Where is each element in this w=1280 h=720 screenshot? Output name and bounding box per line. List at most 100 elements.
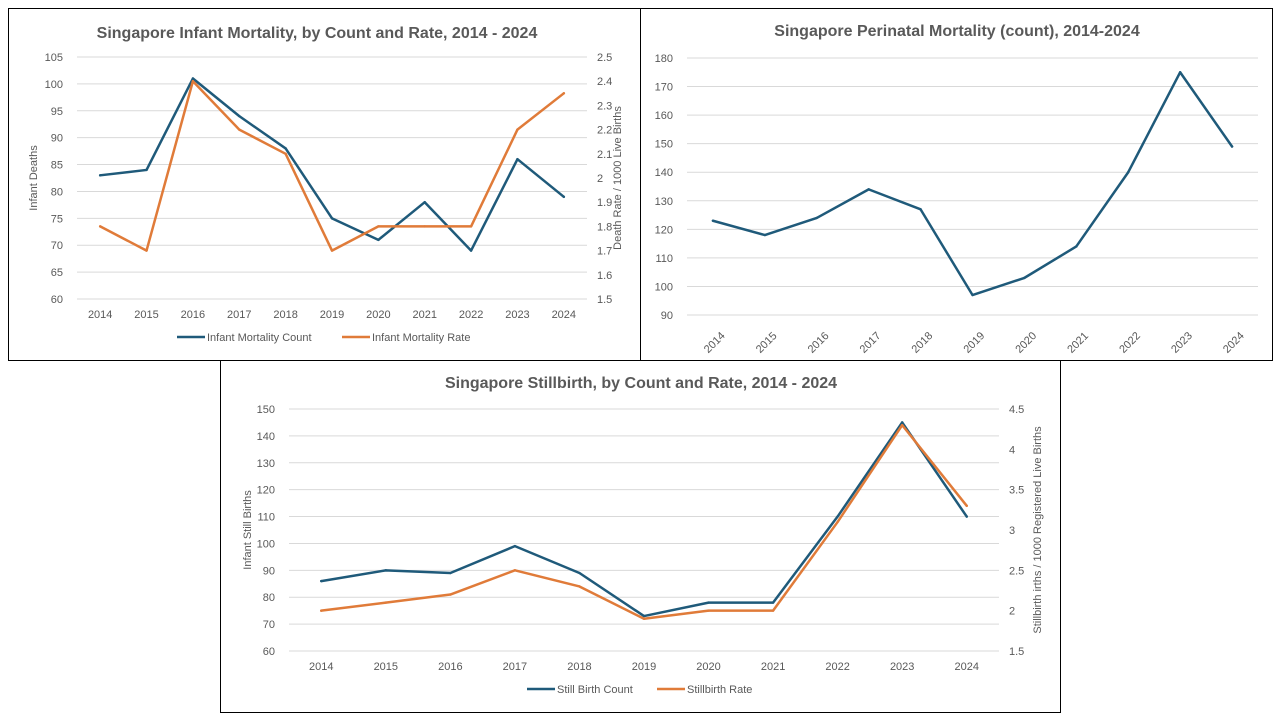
legend-label: Still Birth Count bbox=[557, 684, 633, 696]
y-tick-label: 65 bbox=[51, 267, 63, 279]
y2-tick-label: 4 bbox=[1009, 444, 1015, 456]
data-point bbox=[1127, 171, 1130, 174]
y-tick-label: 110 bbox=[655, 253, 673, 265]
x-tick-label: 2018 bbox=[273, 309, 297, 321]
y-tick-label: 60 bbox=[51, 294, 63, 306]
x-tick-label: 2014 bbox=[702, 330, 728, 356]
data-point bbox=[771, 609, 775, 612]
data-point bbox=[449, 593, 452, 596]
data-point bbox=[98, 225, 102, 228]
y2-axis-label: Death Rate / 1000 Live Births bbox=[612, 106, 624, 250]
y-tick-label: 130 bbox=[655, 196, 673, 208]
data-point bbox=[330, 249, 334, 252]
x-tick-label: 2016 bbox=[806, 330, 832, 356]
series-line-count bbox=[320, 421, 968, 618]
perinatal-mortality-chart-panel: Singapore Perinatal Mortality (count), 2… bbox=[640, 8, 1273, 361]
data-point bbox=[384, 569, 388, 572]
y2-tick-label: 1.7 bbox=[597, 246, 612, 258]
data-point bbox=[377, 225, 380, 228]
data-point bbox=[578, 571, 581, 575]
stillbirth-chart-panel: Singapore Stillbirth, by Count and Rate,… bbox=[220, 360, 1061, 713]
series-line-rate bbox=[320, 423, 968, 620]
x-tick-label: 2020 bbox=[696, 661, 720, 673]
x-tick-label: 2018 bbox=[567, 661, 591, 673]
y-tick-label: 90 bbox=[263, 565, 275, 577]
chart-title: Singapore Perinatal Mortality (count), 2… bbox=[774, 23, 1140, 40]
y2-tick-label: 3.5 bbox=[1009, 485, 1024, 497]
x-tick-label: 2015 bbox=[134, 309, 158, 321]
y-tick-label: 130 bbox=[257, 458, 275, 470]
data-point bbox=[707, 601, 710, 604]
series-line-count bbox=[711, 71, 1234, 297]
data-point bbox=[919, 208, 922, 211]
data-point bbox=[284, 147, 287, 150]
data-point bbox=[815, 216, 818, 220]
data-point bbox=[900, 423, 904, 427]
x-tick-label: 2023 bbox=[1169, 330, 1195, 356]
y-tick-label: 90 bbox=[661, 310, 673, 322]
data-point bbox=[1075, 245, 1078, 248]
data-point bbox=[1230, 145, 1234, 148]
y-tick-label: 85 bbox=[51, 160, 63, 172]
data-point bbox=[965, 504, 968, 507]
data-point bbox=[642, 614, 646, 618]
x-tick-label: 2018 bbox=[910, 330, 936, 356]
x-tick-label: 2021 bbox=[1065, 330, 1091, 356]
y2-tick-label: 1.8 bbox=[597, 221, 612, 233]
x-tick-label: 2022 bbox=[459, 309, 483, 321]
y2-tick-label: 1.9 bbox=[597, 197, 612, 209]
y-tick-label: 150 bbox=[257, 404, 275, 416]
data-point bbox=[516, 128, 519, 131]
y2-tick-label: 2.1 bbox=[597, 149, 612, 161]
data-point bbox=[1178, 71, 1182, 74]
infant-mortality-chart-panel: Singapore Infant Mortality, by Count and… bbox=[8, 8, 641, 361]
data-point bbox=[320, 609, 323, 612]
data-point bbox=[284, 152, 287, 155]
data-point bbox=[578, 585, 581, 588]
y2-axis-label: Stillbirth irths / 1000 Registered Live … bbox=[1032, 426, 1044, 634]
legend-label: Infant Mortality Rate bbox=[372, 332, 470, 344]
data-point bbox=[516, 157, 519, 161]
data-point bbox=[191, 80, 195, 83]
data-point bbox=[98, 174, 102, 177]
y-tick-label: 150 bbox=[655, 139, 673, 151]
data-point bbox=[965, 515, 968, 518]
y2-tick-label: 2 bbox=[597, 173, 603, 185]
data-point bbox=[562, 92, 566, 95]
y2-tick-label: 2.5 bbox=[1009, 565, 1024, 577]
data-point bbox=[1023, 276, 1026, 280]
data-point bbox=[711, 219, 715, 222]
y2-tick-label: 1.6 bbox=[597, 270, 612, 282]
data-point bbox=[145, 168, 148, 172]
data-point bbox=[449, 571, 452, 575]
data-point bbox=[900, 421, 904, 424]
x-tick-label: 2019 bbox=[320, 309, 344, 321]
y-tick-label: 170 bbox=[655, 82, 673, 94]
y-tick-label: 95 bbox=[51, 106, 63, 118]
data-point bbox=[238, 114, 241, 118]
x-tick-label: 2017 bbox=[227, 309, 251, 321]
x-tick-label: 2021 bbox=[761, 661, 785, 673]
perinatal-mortality-chart: Singapore Perinatal Mortality (count), 2… bbox=[655, 23, 1258, 356]
data-point bbox=[145, 249, 148, 252]
x-tick-label: 2017 bbox=[503, 661, 527, 673]
data-point bbox=[469, 225, 473, 228]
y-tick-label: 105 bbox=[45, 52, 63, 64]
y2-tick-label: 2.2 bbox=[597, 125, 612, 137]
y-tick-label: 100 bbox=[257, 538, 275, 550]
chart-title: Singapore Infant Mortality, by Count and… bbox=[97, 25, 538, 42]
x-tick-label: 2015 bbox=[374, 661, 398, 673]
y-axis-label: Infant Still Births bbox=[242, 490, 254, 570]
x-tick-label: 2016 bbox=[181, 309, 205, 321]
y-axis-label: Infant Deaths bbox=[28, 145, 40, 211]
x-tick-label: 2024 bbox=[1221, 330, 1247, 356]
data-point bbox=[867, 188, 870, 191]
data-point bbox=[836, 515, 839, 518]
x-tick-label: 2024 bbox=[954, 661, 978, 673]
y-tick-label: 80 bbox=[51, 186, 63, 198]
y-tick-label: 180 bbox=[655, 53, 673, 65]
y2-tick-label: 1.5 bbox=[597, 294, 612, 306]
chart-title: Singapore Stillbirth, by Count and Rate,… bbox=[445, 375, 837, 392]
y2-tick-label: 2 bbox=[1009, 606, 1015, 618]
x-tick-label: 2020 bbox=[366, 309, 390, 321]
